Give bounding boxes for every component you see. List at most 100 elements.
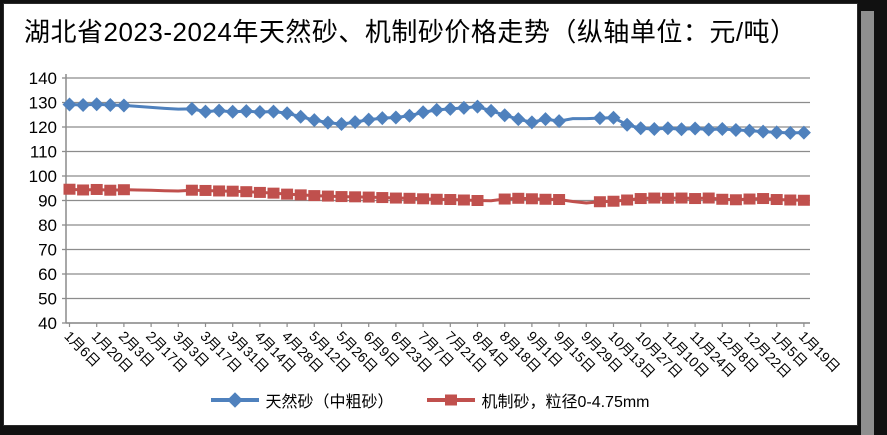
natural-sand-marker: [252, 105, 267, 120]
natural-sand-marker: [266, 104, 281, 119]
machine-sand-marker: [417, 193, 430, 205]
machine-sand-marker: [621, 194, 634, 206]
machine-sand-marker: [689, 193, 702, 205]
natural-sand-marker: [239, 104, 254, 119]
square-marker-icon: [445, 394, 458, 406]
machine-sand-marker: [729, 194, 742, 206]
natural-sand-marker: [633, 121, 648, 136]
natural-sand-marker: [701, 122, 716, 137]
machine-sand-marker: [335, 191, 348, 203]
machine-sand-marker: [240, 186, 253, 198]
natural-sand-marker: [715, 121, 730, 136]
natural-sand-marker: [375, 111, 390, 126]
machine-sand-marker: [403, 192, 416, 204]
machine-sand-marker: [634, 193, 647, 205]
natural-sand-marker: [361, 112, 376, 127]
natural-sand-marker: [307, 113, 322, 128]
machine-sand-marker: [498, 193, 511, 205]
natural-sand-marker: [511, 112, 526, 127]
machine-sand-marker: [117, 184, 130, 196]
machine-sand-marker: [553, 194, 566, 206]
natural-sand-marker: [198, 104, 213, 119]
machine-sand-marker: [185, 184, 198, 196]
machine-sand-marker: [471, 195, 484, 206]
natural-sand-marker: [334, 117, 349, 132]
diamond-marker-icon: [227, 392, 244, 408]
natural-sand-marker: [606, 110, 621, 125]
natural-sand-marker: [756, 124, 771, 139]
drop-shadow: [861, 11, 874, 435]
natural-sand-marker: [116, 98, 131, 113]
machine-sand-marker: [362, 191, 375, 203]
machine-sand-marker: [308, 190, 321, 202]
natural-sand-marker: [293, 109, 308, 124]
natural-sand-marker: [62, 97, 77, 112]
natural-sand-marker: [76, 97, 91, 112]
machine-sand-marker: [716, 193, 729, 205]
natural-sand-marker: [688, 121, 703, 136]
machine-sand-marker: [253, 186, 266, 198]
machine-sand-marker: [321, 190, 334, 202]
machine-sand-marker: [444, 194, 457, 206]
machine-sand-marker: [757, 193, 770, 205]
y-axis-tick-label: 90: [38, 192, 57, 211]
y-axis-tick-label: 110: [30, 143, 57, 162]
natural-sand-marker: [796, 125, 811, 140]
natural-sand-marker: [184, 101, 199, 116]
natural-sand-marker: [320, 115, 335, 130]
natural-sand-marker: [89, 97, 104, 112]
y-axis-tick-label: 40: [38, 314, 57, 333]
natural-sand-marker: [348, 115, 363, 130]
natural-sand-marker: [212, 103, 227, 118]
machine-sand-marker: [593, 196, 606, 208]
machine-sand-marker: [525, 193, 538, 205]
y-axis-tick-label: 70: [38, 241, 57, 260]
y-axis-tick-label: 140: [29, 69, 57, 88]
machine-sand-marker: [607, 195, 620, 207]
machine-sand-marker: [702, 192, 715, 204]
machine-sand-marker: [281, 188, 294, 200]
machine-sand-marker: [430, 193, 443, 205]
machine-sand-marker: [104, 184, 117, 196]
natural-sand-marker: [443, 101, 458, 116]
chart-title: 湖北省2023-2024年天然砂、机制砂价格走势（纵轴单位：元/吨）: [24, 17, 797, 47]
machine-sand-marker: [376, 192, 389, 204]
natural-sand-marker: [429, 102, 444, 117]
natural-sand-marker: [620, 117, 635, 132]
y-axis-tick-label: 60: [38, 265, 57, 284]
machine-sand-marker: [797, 194, 810, 206]
natural-sand-marker: [769, 125, 784, 140]
natural-sand-marker: [103, 97, 118, 112]
machine-sand-legend-line: [427, 394, 476, 406]
natural-sand-marker: [538, 112, 553, 127]
machine-sand-marker: [226, 185, 239, 197]
natural-sand-legend-label: 天然砂（中粗砂）: [265, 394, 394, 411]
natural-sand-legend-line: [211, 392, 260, 408]
natural-sand-marker: [552, 114, 567, 129]
natural-sand-marker: [742, 123, 757, 138]
machine-sand-marker: [199, 184, 212, 196]
machine-sand-marker: [648, 192, 661, 204]
natural-sand-marker: [783, 125, 798, 140]
machine-sand-marker: [539, 193, 552, 205]
price-trend-plot: 4050607080901001101201301401月6日1月20日2月3日…: [29, 69, 844, 381]
machine-sand-marker: [512, 192, 525, 204]
natural-sand-marker: [674, 122, 689, 137]
machine-sand-marker: [90, 183, 103, 195]
y-axis-tick-label: 100: [29, 167, 57, 186]
natural-sand-marker: [388, 110, 403, 125]
machine-sand-marker: [743, 193, 756, 205]
natural-sand-marker: [660, 121, 675, 136]
natural-sand-marker: [728, 122, 743, 137]
machine-sand-marker: [77, 184, 90, 196]
machine-sand-marker: [770, 194, 783, 206]
chart-canvas: 湖北省2023-2024年天然砂、机制砂价格走势（纵轴单位：元/吨） 40 50 6…: [3, 3, 858, 426]
natural-sand-marker: [592, 111, 607, 126]
natural-sand-marker: [470, 99, 485, 114]
natural-sand-marker: [456, 100, 471, 115]
machine-sand-marker: [267, 187, 280, 199]
natural-sand-marker: [402, 108, 417, 123]
machine-sand-marker: [784, 194, 797, 206]
machine-sand-marker: [213, 185, 226, 197]
